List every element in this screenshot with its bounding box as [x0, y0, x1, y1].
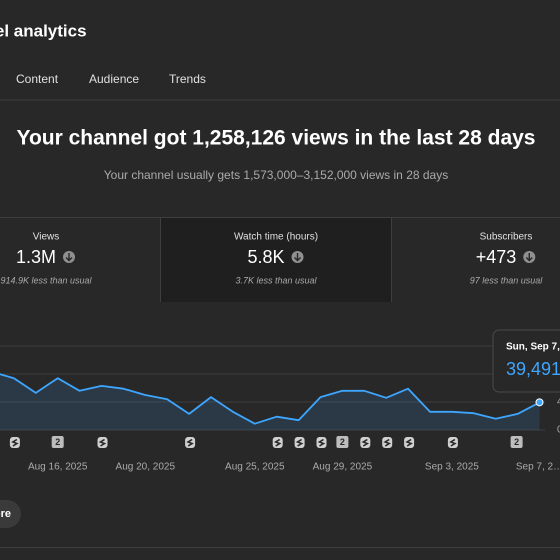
- metric-note: 97 less than usual: [470, 275, 544, 285]
- x-tick-label: Aug 16, 2025: [28, 462, 88, 473]
- see-more-button[interactable]: [0, 500, 21, 528]
- metric-label: Watch time (hours): [234, 232, 318, 243]
- short-icon-glyph: [361, 438, 370, 447]
- y-tick-label: 0: [557, 425, 560, 436]
- page-title: Channel analytics: [0, 21, 87, 40]
- metric-note: 3.7K less than usual: [235, 275, 317, 285]
- short-icon-glyph: [317, 438, 326, 447]
- metric-label: Subscribers: [480, 232, 533, 243]
- upload-badge: [336, 436, 349, 448]
- metric-card-selected[interactable]: [161, 218, 391, 302]
- y-tick-label: 40K: [557, 397, 560, 408]
- tooltip-value: 39,491: [506, 359, 560, 379]
- down-icon-arrow: [525, 253, 533, 262]
- short-icon-glyph: [186, 438, 194, 447]
- tab[interactable]: Audience: [89, 72, 139, 86]
- metric-value: 1.3M: [16, 247, 56, 267]
- x-tick-label: Sep 3, 2025: [425, 462, 479, 473]
- metrics: Views 1.3M 914.9K less than usual Watch tim…: [0, 232, 543, 286]
- short-icon-glyph: [405, 438, 413, 447]
- short-icon-glyph: [98, 438, 107, 447]
- highlight-point: [535, 398, 544, 407]
- headline: Your channel got 1,258,126 views in the …: [17, 127, 536, 150]
- line: [0, 373, 540, 425]
- tab[interactable]: Content: [16, 72, 59, 86]
- upload-badge-count: 2: [514, 437, 519, 447]
- x-tick-label: Aug 20, 2025: [116, 462, 176, 473]
- down-icon-arrow: [294, 253, 302, 262]
- upload-badge-count: 2: [55, 437, 60, 447]
- subheadline: Your channel usually gets 1,573,000–3,15…: [104, 168, 448, 182]
- metric-label: Views: [33, 232, 60, 243]
- short-icon-glyph: [11, 438, 19, 447]
- short-icon-glyph: [383, 438, 391, 447]
- x-tick-label: Sep 7, 2…: [516, 462, 560, 473]
- metric-note: 914.9K less than usual: [0, 275, 92, 285]
- short-icon-glyph: [273, 438, 282, 447]
- short-icon-glyph: [295, 438, 304, 447]
- metric-value: 5.8K: [247, 247, 284, 267]
- tooltip: [492, 329, 560, 393]
- x-tick-label: Aug 29, 2025: [313, 462, 373, 473]
- upload-badge-count: 2: [340, 437, 345, 447]
- area: [0, 374, 540, 430]
- short-icon-glyph: [449, 438, 457, 447]
- tooltip-date: Sun, Sep 7, 2025: [506, 342, 560, 353]
- button-label[interactable]: See more: [0, 508, 11, 520]
- x-tick-label: Aug 25, 2025: [225, 462, 285, 473]
- down-icon-arrow: [65, 253, 73, 262]
- tab[interactable]: Trends: [169, 72, 206, 86]
- upload-badge: [51, 436, 64, 448]
- metric-value: +473: [476, 247, 517, 267]
- upload-badge: [510, 436, 523, 448]
